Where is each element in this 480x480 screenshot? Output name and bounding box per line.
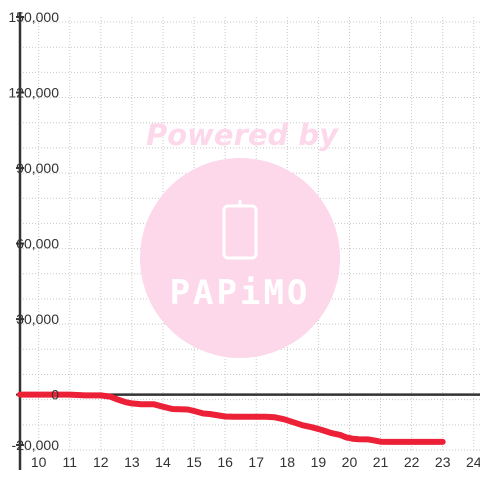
x-tick-label: 10: [31, 454, 47, 470]
x-tick-label: 17: [248, 454, 264, 470]
x-tick-label: 19: [311, 454, 327, 470]
x-tick-label: 21: [373, 454, 389, 470]
x-tick-label: 20: [342, 454, 358, 470]
x-tick-label: 22: [404, 454, 420, 470]
y-tick-label: -20,000: [12, 437, 60, 453]
watermark: Powered by PAPiMO: [140, 118, 340, 358]
x-tick-label: 24: [466, 454, 480, 470]
x-tick-label: 18: [280, 454, 296, 470]
y-tick-label: 60,000: [16, 236, 59, 252]
tick-labels: -20,000 0 30,000 60,000 90,000 120,000 150,000…: [8, 9, 480, 470]
series-line: [17, 391, 446, 445]
y-tick-label: 150,000: [8, 9, 59, 25]
watermark-brand: PAPiMO: [170, 273, 311, 313]
x-tick-label: 16: [217, 454, 233, 470]
y-tick-label: 0: [51, 387, 59, 403]
x-tick-label: 12: [93, 454, 109, 470]
watermark-text: Powered by: [146, 118, 339, 152]
series: [17, 391, 446, 445]
y-tick-label: 90,000: [16, 160, 59, 176]
phone-icon: [222, 200, 258, 260]
y-tick-label: 120,000: [8, 85, 59, 101]
x-tick-label: 15: [186, 454, 202, 470]
x-tick-label: 13: [124, 454, 140, 470]
x-tick-label: 23: [435, 454, 451, 470]
x-tick-label: 11: [62, 454, 77, 470]
x-tick-label: 14: [155, 454, 171, 470]
y-tick-label: 30,000: [16, 311, 59, 327]
